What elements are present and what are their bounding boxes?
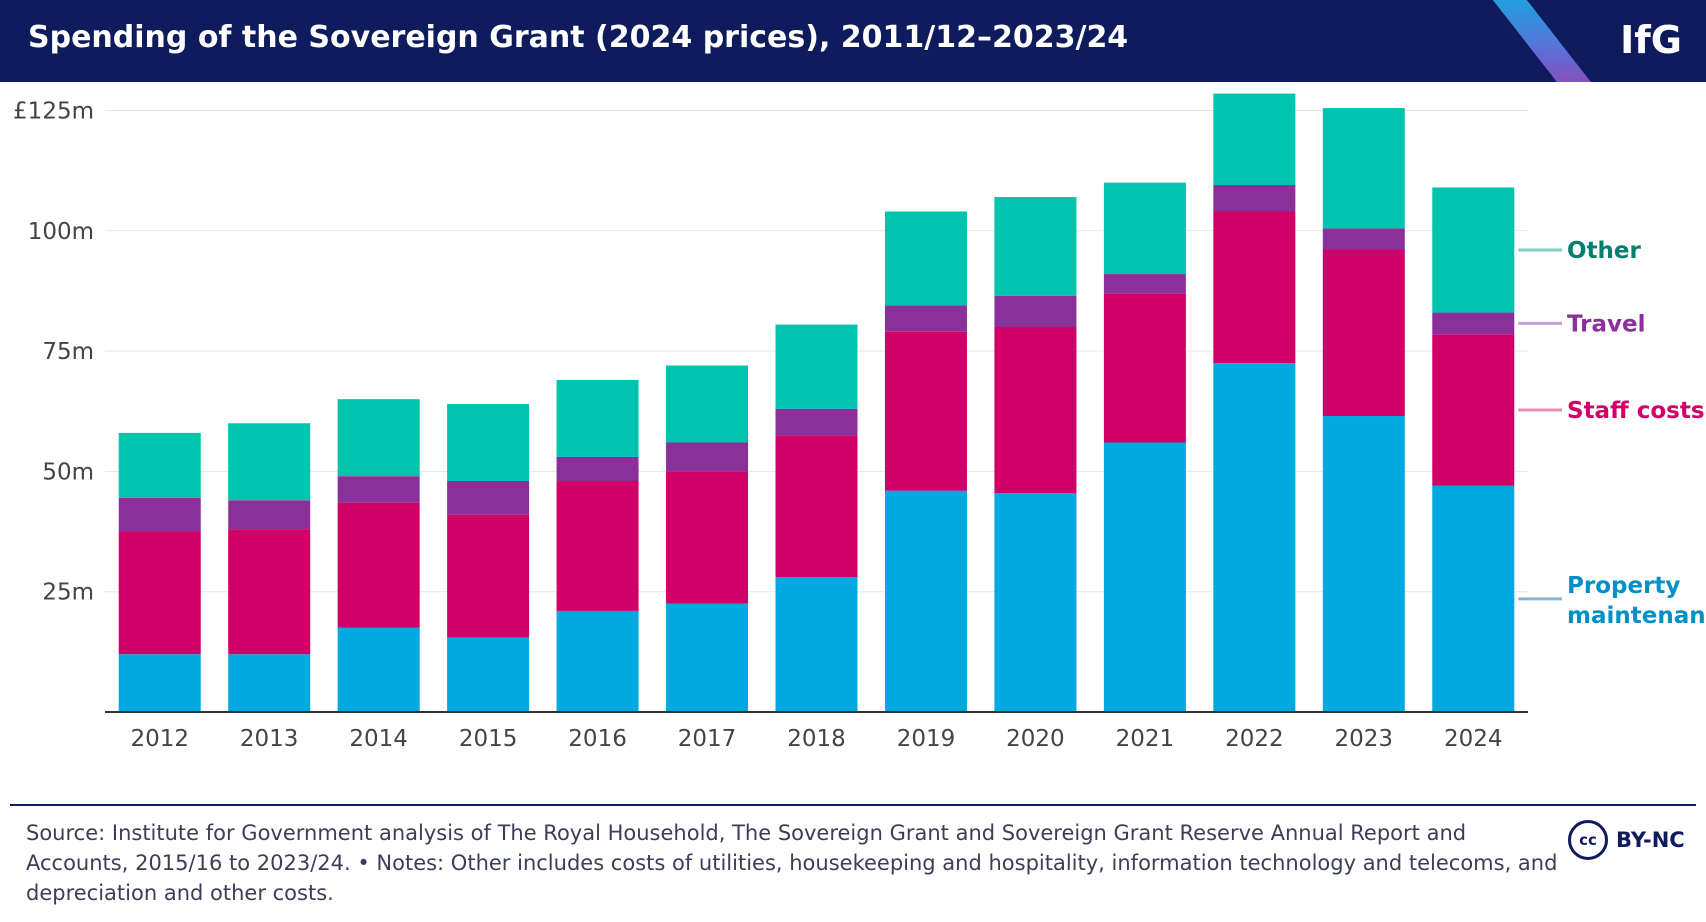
y-tick-label: 100m <box>28 219 94 245</box>
x-tick-label: 2020 <box>1006 726 1065 752</box>
series-label: Other <box>1567 238 1642 264</box>
x-tick-label: 2012 <box>130 726 189 752</box>
bar-segment <box>1103 442 1186 712</box>
series-label: maintenance <box>1567 603 1706 629</box>
y-tick-label: 50m <box>42 459 94 485</box>
bar-segment <box>228 654 311 712</box>
bar-segment <box>884 490 967 712</box>
bar-segment <box>1213 211 1296 364</box>
chart-title: Spending of the Sovereign Grant (2024 pr… <box>28 20 1129 55</box>
bar-segment <box>118 497 201 532</box>
bar-segment <box>884 331 967 491</box>
bar-segment <box>1322 108 1405 229</box>
bar-segment <box>1432 187 1515 313</box>
bar-segment <box>775 435 858 578</box>
bar-segment <box>994 327 1077 494</box>
bar-segment <box>666 603 749 712</box>
x-tick-label: 2023 <box>1335 726 1394 752</box>
bar-segment <box>1213 185 1296 212</box>
bar-segment <box>1103 293 1186 443</box>
x-tick-label: 2018 <box>787 726 846 752</box>
x-tick-label: 2016 <box>568 726 627 752</box>
bar-segment <box>1432 312 1515 335</box>
license-text: BY-NC <box>1616 828 1685 852</box>
bar-segment <box>447 481 530 515</box>
footer-divider <box>10 804 1696 806</box>
series-label: Property <box>1567 573 1680 599</box>
bar-segment <box>1213 93 1296 186</box>
x-tick-label: 2017 <box>678 726 737 752</box>
stacked-bar-chart: 25m 50m 75m 100m £125m 2012 2013 2014 2015 2016 20… <box>13 93 1706 752</box>
bar-segment <box>1213 363 1296 712</box>
bar-segment <box>884 211 967 306</box>
bar-segment <box>556 379 639 457</box>
bar-segment <box>884 305 967 332</box>
y-tick-label: 75m <box>42 339 94 365</box>
bar-segment <box>1103 274 1186 294</box>
bar-segment <box>337 399 420 477</box>
x-tick-label: 2019 <box>897 726 956 752</box>
bar-segment <box>228 529 311 655</box>
bar-segment <box>666 442 749 472</box>
bar-segment <box>228 500 311 530</box>
bar-segment <box>1322 228 1405 250</box>
bar-segment <box>337 627 420 712</box>
x-tick-label: 2013 <box>240 726 299 752</box>
y-tick-label: 25m <box>42 580 94 606</box>
bar-segment <box>666 365 749 443</box>
series-label: Travel <box>1567 311 1646 337</box>
bar-segment <box>118 654 201 712</box>
bar-segment <box>994 295 1077 327</box>
bar-segment <box>447 637 530 712</box>
x-tick-label: 2022 <box>1225 726 1284 752</box>
bar-segment <box>337 476 420 503</box>
creative-commons-icon: cc <box>1568 820 1608 860</box>
x-tick-label: 2021 <box>1116 726 1175 752</box>
bar-segment <box>775 408 858 436</box>
bar-segment <box>666 471 749 604</box>
logo-stripe <box>1485 0 1605 82</box>
bar-segment <box>994 493 1077 712</box>
bar-segment <box>556 481 639 611</box>
license-badge: cc BY-NC <box>1568 820 1685 860</box>
bar-segment <box>556 610 639 712</box>
x-tick-label: 2024 <box>1444 726 1503 752</box>
bar-segment <box>1432 485 1515 712</box>
bar-segment <box>1322 416 1405 712</box>
x-tick-label: 2014 <box>349 726 408 752</box>
bar-segment <box>118 531 201 655</box>
bar-segment <box>118 432 201 498</box>
header-bar: Spending of the Sovereign Grant (2024 pr… <box>0 0 1706 82</box>
bar-segment <box>228 423 311 501</box>
bar-segment <box>994 197 1077 296</box>
bar-segment <box>556 456 639 481</box>
y-tick-label: £125m <box>13 98 94 124</box>
bar-segment <box>447 404 530 481</box>
bar-segment <box>1322 250 1405 417</box>
bar-segment <box>1103 182 1186 275</box>
x-tick-label: 2015 <box>459 726 518 752</box>
source-note: Source: Institute for Government analysi… <box>26 821 1558 905</box>
bar-segment <box>1432 334 1515 486</box>
ifg-logo: IfG <box>1620 18 1682 62</box>
series-label: Staff costs <box>1567 398 1705 424</box>
bar-segment <box>337 502 420 628</box>
bar-segment <box>775 324 858 409</box>
bar-segment <box>447 514 530 638</box>
bar-segment <box>775 577 858 712</box>
